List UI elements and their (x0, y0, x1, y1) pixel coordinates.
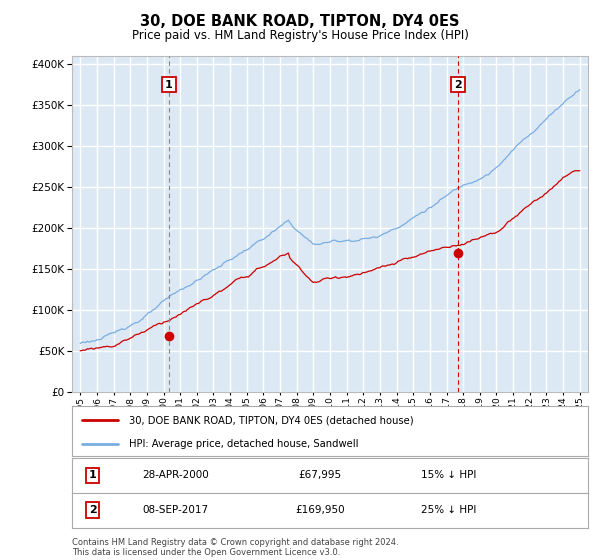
Text: 28-APR-2000: 28-APR-2000 (142, 470, 209, 480)
Text: 1: 1 (89, 470, 97, 480)
Text: 15% ↓ HPI: 15% ↓ HPI (421, 470, 476, 480)
Text: Contains HM Land Registry data © Crown copyright and database right 2024.
This d: Contains HM Land Registry data © Crown c… (72, 538, 398, 557)
Text: 2: 2 (454, 80, 462, 90)
Text: £67,995: £67,995 (298, 470, 341, 480)
Text: 08-SEP-2017: 08-SEP-2017 (142, 505, 208, 515)
Text: 25% ↓ HPI: 25% ↓ HPI (421, 505, 476, 515)
Text: 2: 2 (89, 505, 97, 515)
Text: HPI: Average price, detached house, Sandwell: HPI: Average price, detached house, Sand… (129, 439, 358, 449)
Text: Price paid vs. HM Land Registry's House Price Index (HPI): Price paid vs. HM Land Registry's House … (131, 29, 469, 42)
Text: 30, DOE BANK ROAD, TIPTON, DY4 0ES: 30, DOE BANK ROAD, TIPTON, DY4 0ES (140, 14, 460, 29)
Text: £169,950: £169,950 (295, 505, 344, 515)
Text: 1: 1 (165, 80, 173, 90)
Text: 30, DOE BANK ROAD, TIPTON, DY4 0ES (detached house): 30, DOE BANK ROAD, TIPTON, DY4 0ES (deta… (129, 415, 413, 425)
